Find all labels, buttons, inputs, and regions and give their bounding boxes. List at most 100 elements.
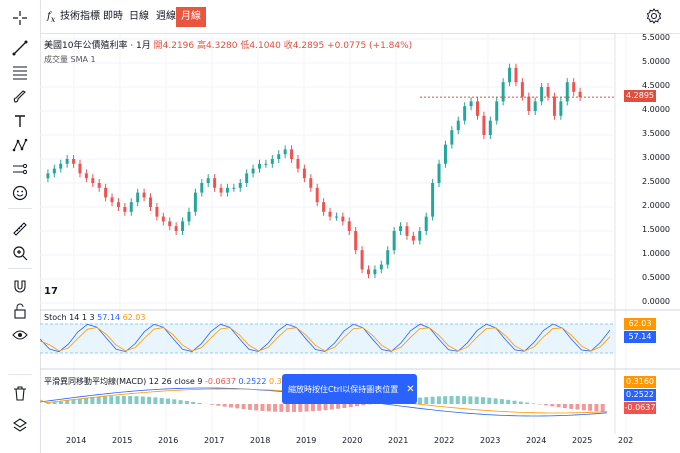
candle-body [290,149,294,159]
symbol-legend: 美國10年公債殖利率 · 1月 開4.2196 高4.3280 低4.1040 … [44,38,412,51]
candle-body [225,187,229,193]
trash-icon[interactable] [8,382,32,404]
candle-body [520,82,524,97]
macd-histogram-bar [65,400,70,404]
candle-body [405,226,409,236]
candle-body [354,231,358,251]
macd-histogram-bar [600,404,605,412]
macd-legend: 平滑異同移動平均線(MACD) 12 26 close 9 -0.0637 0.… [44,376,297,387]
macd-histogram-bar [229,404,233,408]
fib-icon[interactable] [8,61,32,83]
macd-histogram-bar [506,399,511,404]
macd-histogram-bar [556,404,561,408]
pattern-icon[interactable] [8,134,32,156]
emoji-icon[interactable] [8,182,32,204]
tab-daily[interactable]: 日線 [129,11,149,22]
macd-histogram-bar [210,404,215,405]
forecast-icon[interactable] [8,158,32,180]
candle-body [578,91,582,98]
text-icon[interactable] [8,110,32,132]
candle-body [116,202,120,207]
macd-histogram-bar [304,404,309,412]
candle-body [476,101,479,116]
fx-symbol: f [47,11,51,22]
tab-monthly[interactable]: 月線 [176,7,206,27]
candle-body [469,101,473,107]
gear-icon[interactable] [646,8,662,24]
lock-icon[interactable] [8,300,32,322]
candle-body [373,269,377,275]
time-tick-label: 2016 [158,436,179,445]
candle-body [193,192,197,212]
time-tick-label: 2015 [112,436,133,445]
layers-icon[interactable] [8,414,32,436]
toolbar-divider [8,208,32,209]
macd-histogram-bar [581,404,586,411]
brush-icon[interactable] [8,86,32,108]
candle-body [495,101,499,121]
candle-body [78,163,82,174]
stoch-d-line [40,327,611,352]
macd-histogram-bar [115,396,120,404]
stoch-k-value: 57.14 [97,313,121,322]
macd-histogram-bar [518,401,523,404]
trendline-icon[interactable] [8,37,32,59]
magnet-icon[interactable] [8,276,32,298]
candle-body [559,101,563,116]
macd-histogram-bar [260,404,265,411]
candle-body [392,231,396,251]
macd-histogram-bar [178,400,183,404]
price-tick-label: 0.0000 [642,297,670,306]
macd-histogram-bar [241,404,246,410]
tab-realtime[interactable]: 即時 [103,11,123,22]
stoch-label: Stoch 14 1 3 [44,313,95,322]
macd-histogram-bar [455,396,460,404]
macd-histogram-bar [336,404,341,409]
candle-body [59,163,63,169]
toolbar-divider [8,374,32,375]
candle-body [232,187,236,189]
macd-histogram-bar [443,396,448,404]
price-chart[interactable] [40,34,680,434]
crosshair-icon[interactable] [8,7,32,29]
macd-histogram-bar [235,404,240,409]
macd-histogram-bar [109,396,114,404]
macd-label: 平滑異同移動平均線(MACD) 12 26 close 9 [44,377,203,386]
candle-body [206,178,210,183]
candle-body [200,183,204,193]
candle-body [277,154,281,159]
macd-histogram-bar [342,404,347,408]
candle-body [514,67,518,83]
tab-weekly[interactable]: 週線 [156,11,176,22]
price-tick-label: 1.0000 [642,249,670,258]
candle-body [264,163,268,165]
stoch-band [40,324,615,353]
macd-histogram-bar [172,399,177,404]
macd-histogram-bar [216,404,221,406]
indicators-button[interactable]: 技術指標 [60,11,100,22]
zoom-icon[interactable] [8,242,32,264]
tradingview-logo: 17 [44,286,58,297]
candle-body [437,163,441,183]
macd-line-tag: 0.2522 [624,389,656,401]
macd-histogram-bar [474,396,479,404]
candle-body [309,178,313,188]
candle-body [258,163,261,169]
price-tick-label: 3.0000 [642,153,670,162]
ruler-icon[interactable] [8,218,32,240]
stoch-d-value: 62.03 [122,313,146,322]
candle-body [450,130,454,145]
macd-histogram-bar [134,396,139,404]
indicator-fx-icon[interactable]: fx [42,7,60,27]
macd-histogram-bar [487,397,492,404]
volume-legend: 成交量 SMA 1 [44,55,96,64]
hide-icon[interactable] [8,324,32,346]
macd-histogram-bar [424,397,429,404]
macd-histogram-bar [147,396,152,404]
open-value: 開4.2196 [153,41,195,51]
time-tick-label: 2019 [296,436,317,445]
last-price-tag: 4.2895 [624,90,656,102]
close-icon[interactable]: ✕ [406,383,415,395]
time-tick-label: 2017 [204,436,225,445]
candle-body [379,264,383,270]
